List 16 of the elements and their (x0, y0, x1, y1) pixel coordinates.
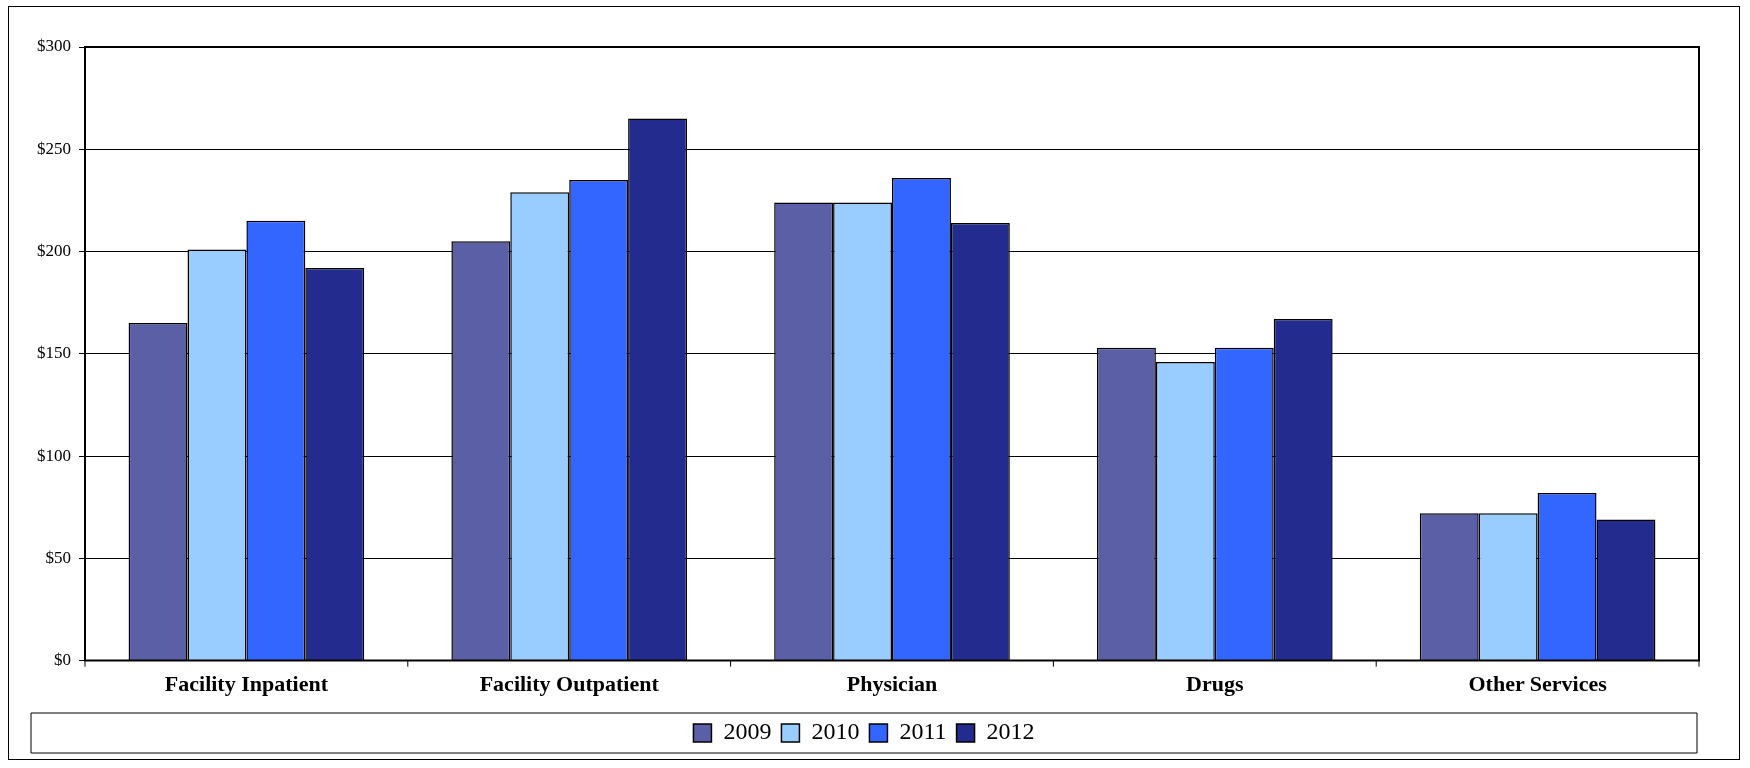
legend-label: 2012 (986, 718, 1035, 745)
legend-label: 2010 (811, 718, 860, 745)
y-tick-label: $100 (37, 445, 71, 465)
y-tick-label: $200 (37, 241, 71, 260)
x-tick-label: Facility Outpatient (479, 671, 660, 697)
y-tick-label: $150 (37, 343, 71, 363)
x-tick-label: Facility Inpatient (164, 671, 329, 697)
y-tick-label: $50 (45, 547, 71, 567)
y-tick-label: $250 (37, 138, 71, 158)
y-tick-label: $300 (37, 36, 71, 56)
legend-label: 2009 (723, 718, 772, 745)
y-tick-label: $0 (54, 650, 71, 670)
legend-label: 2011 (899, 718, 947, 745)
x-tick-label: Other Services (1468, 671, 1608, 697)
x-tick-label: Drugs (1186, 671, 1244, 697)
x-tick-label: Physician (846, 671, 938, 697)
